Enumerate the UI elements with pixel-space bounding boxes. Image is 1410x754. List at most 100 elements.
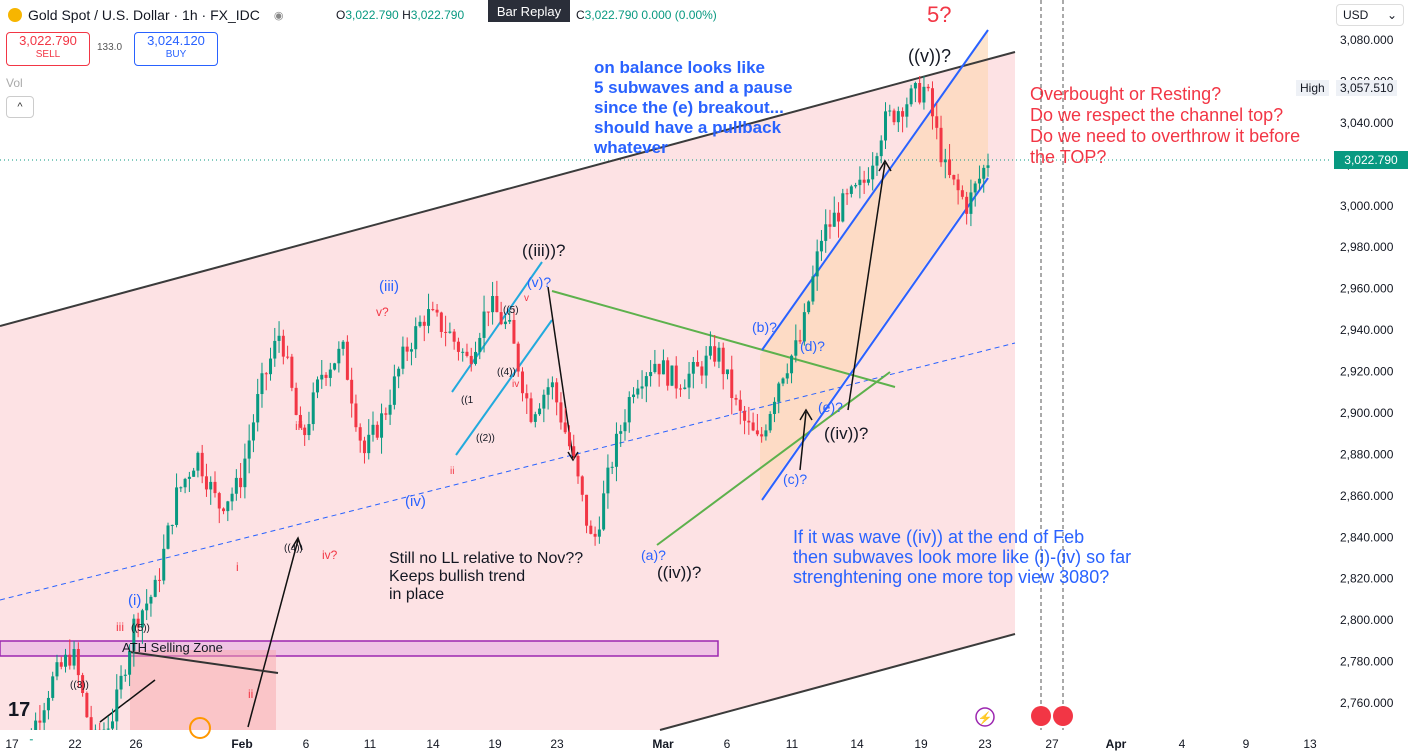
candle-body — [503, 321, 507, 325]
us-flag-icon[interactable] — [1053, 706, 1073, 726]
x-tick-label: 4 — [1179, 737, 1186, 751]
sell-button[interactable]: 3,022.790 SELL — [6, 32, 90, 66]
candle-body — [264, 373, 268, 375]
wave-label-v-top: ((v))? — [908, 46, 951, 66]
candle-body — [42, 710, 46, 723]
sell-label: SELL — [35, 49, 61, 60]
candle-body — [200, 452, 204, 477]
candle-body — [888, 110, 892, 112]
candle-body — [896, 111, 900, 123]
x-tick-label: 19 — [914, 737, 928, 751]
candle-body — [294, 387, 298, 415]
y-tick-label: 3,000.000 — [1340, 199, 1394, 213]
wave-label-iv-paren: (iv) — [405, 493, 426, 510]
symbol-title[interactable]: Gold Spot / U.S. Dollar · 1h · FX_IDC — [28, 7, 260, 23]
candle-body — [734, 398, 738, 400]
candle-body — [606, 467, 610, 494]
candle-body — [209, 481, 213, 490]
candle-body — [982, 167, 986, 179]
ath-selling-zone — [0, 640, 719, 657]
candle-body — [837, 212, 841, 222]
candle-body — [649, 372, 653, 377]
candle-body — [192, 470, 196, 477]
event-icon[interactable] — [975, 707, 995, 727]
candle-body — [175, 487, 179, 525]
candle-body — [935, 116, 939, 128]
candle-body — [738, 399, 742, 411]
candle-body — [106, 728, 110, 730]
candle-body — [345, 341, 349, 380]
candle-body — [700, 366, 704, 376]
channel-top-line — [0, 51, 1016, 327]
arrows — [99, 159, 892, 728]
x-tick-label: 23 — [978, 737, 992, 751]
candle-body — [871, 165, 875, 180]
x-tick-label: 27 — [1045, 737, 1059, 751]
x-tick-label: 17 — [5, 737, 19, 751]
currency-select[interactable]: USD ⌄ — [1336, 4, 1404, 26]
wave-label-i-small: i — [236, 560, 239, 574]
y-tick-label: 2,780.000 — [1340, 655, 1394, 669]
eye-icon[interactable]: ◉ — [273, 9, 284, 22]
buy-button[interactable]: 3,024.120 BUY — [134, 32, 218, 66]
candle-body — [401, 346, 405, 369]
candle-body — [960, 190, 964, 197]
candle-body — [567, 432, 571, 447]
candle-body — [166, 525, 170, 549]
candle-body — [572, 446, 576, 456]
candle-body — [341, 341, 345, 349]
candle-body — [140, 610, 144, 628]
collapse-icon[interactable]: ^ — [6, 96, 34, 118]
time-axis[interactable]: 17 22 26 Feb 6 11 14 19 23 Mar 6 11 14 19 23 27 Apr 4 9 13 — [5, 737, 1317, 751]
x-tick-label: 11 — [364, 737, 377, 751]
candle-body — [768, 413, 772, 431]
candle-body — [542, 394, 546, 409]
candle-body — [46, 697, 50, 711]
triangle-lower — [656, 371, 891, 546]
candle-body — [320, 374, 324, 380]
candle-body — [435, 309, 439, 313]
candle-body — [469, 355, 473, 364]
candle-body — [409, 349, 413, 352]
x-tick-label: 23 — [550, 737, 564, 751]
symbol-header: Gold Spot / U.S. Dollar · 1h · FX_IDC ◉ — [0, 0, 283, 30]
candle-body — [977, 178, 981, 184]
candle-body — [747, 420, 751, 423]
candle-body — [269, 358, 273, 375]
candle-body — [772, 401, 776, 414]
candle-body — [461, 351, 465, 353]
x-tick-label: 11 — [786, 737, 799, 751]
candle-body — [824, 224, 828, 241]
c-label: C — [576, 8, 585, 22]
candle-body — [439, 312, 443, 332]
candle-body — [828, 224, 832, 227]
candle-body — [29, 739, 33, 741]
candle-body — [755, 430, 759, 435]
candle-body — [452, 331, 456, 342]
candle-body — [81, 675, 85, 694]
x-tick-label: Apr — [1106, 737, 1127, 751]
high-label: High — [1296, 80, 1329, 96]
bar-replay-badge[interactable]: Bar Replay — [488, 0, 570, 22]
candle-body — [632, 394, 636, 398]
us-flag-icon[interactable] — [1031, 706, 1051, 726]
wave-label-5b: ((5) — [503, 305, 519, 316]
y-tick-label: 2,920.000 — [1340, 365, 1394, 379]
channel-midline — [0, 342, 1016, 601]
candle-body — [239, 477, 243, 488]
y-tick-label: 2,800.000 — [1340, 613, 1394, 627]
orange-event-icon[interactable] — [189, 717, 211, 739]
x-tick-label: 9 — [1243, 737, 1250, 751]
candle-body — [508, 319, 512, 322]
candle-body — [670, 365, 674, 386]
wave-label-3-paren: ((3)) — [70, 680, 89, 691]
candle-body — [123, 674, 127, 676]
triangle-upper — [551, 290, 896, 388]
candle-body — [495, 296, 499, 313]
candle-body — [136, 618, 140, 628]
candle-body — [764, 430, 768, 437]
candle-body — [247, 440, 251, 459]
price-axis[interactable]: 2,760.000 2,780.000 2,800.000 2,820.000 2,84… — [1340, 33, 1394, 710]
candle-body — [538, 408, 542, 415]
